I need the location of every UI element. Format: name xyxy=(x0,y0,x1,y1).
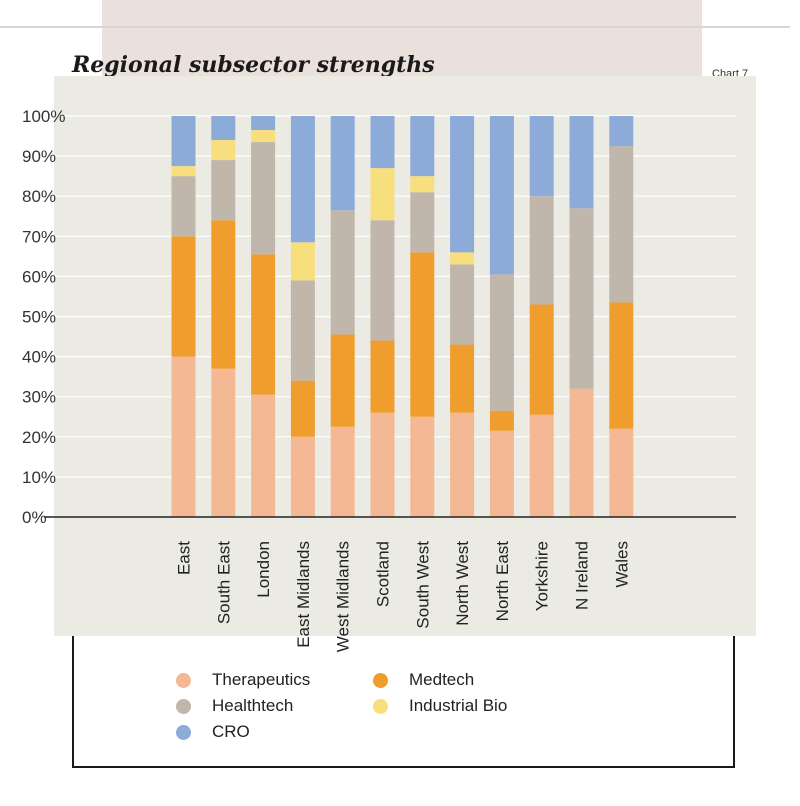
bar-segment-medtech xyxy=(410,252,435,417)
y-tick-label: 10% xyxy=(22,468,56,487)
bar-segment-healthtech xyxy=(410,192,435,253)
legend-item: Therapeutics xyxy=(176,670,310,690)
bar-segment-cro xyxy=(171,116,196,167)
bar-segment-cro xyxy=(450,116,475,253)
bar-segment-medtech xyxy=(370,340,395,413)
legend-label: Medtech xyxy=(409,670,475,689)
bar-segment-healthtech xyxy=(609,146,634,303)
y-tick-label: 100% xyxy=(22,107,65,126)
bar-segment-therapeutics xyxy=(489,430,514,517)
y-tick-label: 60% xyxy=(22,267,56,286)
bar-segment-therapeutics xyxy=(251,394,276,517)
bar-segment-cro xyxy=(370,116,395,169)
bar-segment-therapeutics xyxy=(450,412,475,517)
bar-segment-industrial-bio xyxy=(370,168,395,221)
bar-segment-medtech xyxy=(609,302,634,429)
bar-segment-therapeutics xyxy=(609,428,634,517)
bar-segment-therapeutics xyxy=(569,388,594,517)
x-tick-label: West Midlands xyxy=(334,541,353,652)
bar-segment-medtech xyxy=(290,380,315,437)
x-tick-label: Wales xyxy=(612,541,631,588)
x-tick-label: North West xyxy=(453,541,472,626)
y-tick-label: 30% xyxy=(22,388,56,407)
legend-item: Medtech xyxy=(373,670,474,690)
x-tick-label: South East xyxy=(214,541,233,624)
bar-segment-therapeutics xyxy=(410,416,435,517)
legend-swatch xyxy=(176,672,191,688)
bar-segment-medtech xyxy=(330,334,355,427)
legend-label: Therapeutics xyxy=(212,670,311,689)
bar-segment-therapeutics xyxy=(330,426,355,517)
x-tick-label: Yorkshire xyxy=(533,541,552,611)
x-tick-label: East xyxy=(175,541,194,575)
bar-segment-medtech xyxy=(251,254,276,395)
legend-item: Industrial Bio xyxy=(373,696,507,716)
legend-swatch xyxy=(176,698,191,714)
bar-segment-industrial-bio xyxy=(290,242,315,281)
header-rule xyxy=(0,26,790,28)
bar-segment-medtech xyxy=(529,304,554,415)
y-tick-label: 80% xyxy=(22,187,56,206)
chart-title: Regional subsector strengths xyxy=(72,52,435,78)
header-panel xyxy=(102,0,702,76)
bar-segment-therapeutics xyxy=(529,414,554,517)
x-tick-label: London xyxy=(254,541,273,598)
bar-segment-healthtech xyxy=(211,160,236,221)
bar-segment-therapeutics xyxy=(290,436,315,517)
x-tick-label: South West xyxy=(413,541,432,629)
bar-segment-medtech xyxy=(211,220,236,369)
legend-swatch xyxy=(373,698,388,714)
bar-segment-therapeutics xyxy=(211,368,236,517)
legend-item: Healthtech xyxy=(176,696,293,716)
bar-segment-cro xyxy=(489,116,514,275)
bar-segment-healthtech xyxy=(569,208,594,389)
legend-label: Healthtech xyxy=(212,696,294,715)
bar-segment-industrial-bio xyxy=(211,140,236,161)
bar-segment-cro xyxy=(529,116,554,197)
x-tick-label: Scotland xyxy=(374,541,393,607)
bar-segment-therapeutics xyxy=(171,356,196,517)
bar-segment-medtech xyxy=(171,236,196,357)
bar-segment-healthtech xyxy=(290,280,315,381)
bar-segment-medtech xyxy=(489,410,514,431)
bar-segment-cro xyxy=(410,116,435,177)
y-tick-label: 0% xyxy=(22,508,47,527)
legend-frame xyxy=(72,636,735,768)
bar-segment-healthtech xyxy=(450,264,475,345)
bar-segment-cro xyxy=(330,116,355,211)
legend-label: CRO xyxy=(212,722,250,741)
bar-segment-healthtech xyxy=(370,220,395,341)
legend-swatch xyxy=(373,672,388,688)
y-tick-label: 40% xyxy=(22,348,56,367)
bar-segment-healthtech xyxy=(171,176,196,237)
legend-swatch xyxy=(176,724,191,740)
bar-segment-industrial-bio xyxy=(410,176,435,193)
bar-segment-healthtech xyxy=(489,274,514,411)
bar-segment-industrial-bio xyxy=(450,252,475,265)
x-tick-label: N Ireland xyxy=(573,541,592,610)
bar-segment-industrial-bio xyxy=(171,166,196,177)
bar-segment-cro xyxy=(290,116,315,243)
y-tick-label: 20% xyxy=(22,428,56,447)
x-tick-label: East Midlands xyxy=(294,541,313,648)
bar-segment-cro xyxy=(609,116,634,147)
bar-segment-cro xyxy=(569,116,594,209)
legend-item: CRO xyxy=(176,722,250,742)
bar-segment-cro xyxy=(211,116,236,141)
y-tick-label: 50% xyxy=(22,308,56,327)
y-tick-label: 90% xyxy=(22,147,56,166)
bar-segment-healthtech xyxy=(529,196,554,305)
bar-segment-healthtech xyxy=(251,142,276,255)
y-tick-label: 70% xyxy=(22,227,56,246)
bar-segment-healthtech xyxy=(330,210,355,335)
bar-segment-cro xyxy=(251,116,276,131)
bar-segment-therapeutics xyxy=(370,412,395,517)
x-tick-label: North East xyxy=(493,541,512,622)
bar-segment-industrial-bio xyxy=(251,130,276,143)
legend-label: Industrial Bio xyxy=(409,696,508,715)
bar-segment-medtech xyxy=(450,344,475,413)
